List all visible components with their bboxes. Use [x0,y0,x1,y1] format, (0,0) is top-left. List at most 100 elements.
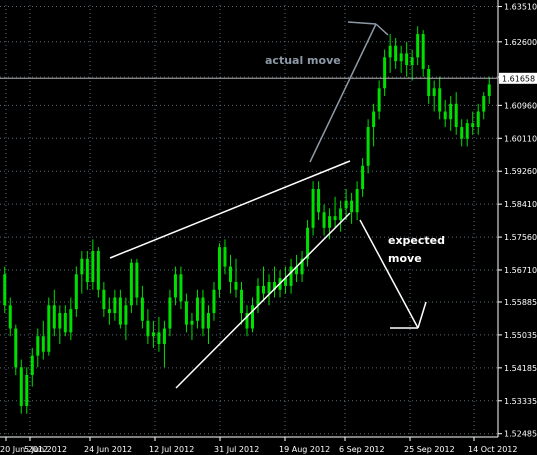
price-tick-label: 1.59260 [504,167,537,176]
candle-body [355,189,359,213]
candle [465,119,469,147]
candle [228,254,232,294]
candle-body [195,297,199,321]
candle [201,289,205,337]
candle [256,278,260,314]
candle-body [306,227,310,259]
candle-body [14,328,18,368]
candle [476,103,480,135]
candle-body [372,111,376,128]
time-tick-label: 24 Jun 2012 [84,445,132,454]
candle-body [47,305,51,352]
candle-body [217,247,221,290]
candle-body [460,127,464,139]
candle-body [410,57,414,66]
candle-body [107,309,111,314]
candle-body [388,45,392,58]
candle-body [91,251,95,283]
candle [80,251,84,294]
candle-body [245,313,249,329]
expected-move-label-line1: expected [388,234,445,247]
candle [344,189,348,221]
candle-body [80,258,84,275]
actual-move-label: actual move [265,54,341,67]
candle-body [339,208,343,221]
candle [245,305,249,337]
candle [179,266,183,310]
time-tick-label: 31 Jul 2012 [214,445,259,454]
candle [234,258,238,298]
candle [151,320,155,348]
candle-body [465,123,469,139]
candle-body [350,200,354,213]
candle-body [256,285,260,306]
candle [239,282,243,325]
candle [212,282,216,321]
candle-body [184,301,188,325]
chart-axes [0,0,499,438]
candle [366,119,370,174]
candle [184,293,188,333]
price-tick-label: 1.60960 [504,101,537,110]
candle-body [328,216,332,228]
candle-body [454,103,458,128]
candle-body [96,251,100,290]
candle [410,49,414,81]
candle [377,80,381,120]
price-tick-label: 1.55885 [504,298,537,307]
candle [289,258,293,294]
candle-body [201,297,205,329]
candle [124,297,128,341]
candle-body [476,111,480,128]
candle [251,297,255,333]
candle-body [443,111,447,120]
candle-body [449,103,453,120]
candle [113,289,117,321]
candle [443,99,447,128]
candle-body [289,266,293,286]
candle [91,239,95,290]
candle-body [179,274,183,302]
candle [471,111,475,135]
candle [3,266,7,314]
candle [432,80,436,112]
candle [96,247,100,298]
candle-body [212,289,216,314]
candle [405,41,409,77]
candle [311,181,315,236]
candle-body [300,258,304,275]
candle-body [157,332,161,345]
candle-body [394,45,398,62]
time-tick-label: 12 Jul 2012 [149,445,194,454]
candle-body [421,34,425,69]
candle [47,297,51,356]
candle [206,305,210,345]
candle-body [311,189,315,228]
candle-body [405,53,409,66]
time-tick-label: 5 Jun 2012 [24,445,67,454]
price-tick-label: 1.54185 [504,364,537,373]
candle [19,359,23,414]
candle [30,347,34,387]
candle [487,76,491,104]
candle-body [129,262,133,306]
time-tick-label: 25 Sep 2012 [404,445,455,454]
candle-body [36,336,40,356]
candle [118,289,122,329]
candle-body [113,297,117,314]
candle-body [273,282,277,290]
candle [339,200,343,232]
candle [361,158,365,197]
candle-body [399,53,403,62]
candle [74,266,78,317]
price-tick-label: 1.62600 [504,38,537,47]
price-tick-label: 1.58410 [504,200,537,209]
price-tick-label: 1.52485 [504,430,537,439]
time-tick-label: 19 Aug 2012 [279,445,330,454]
candle [107,297,111,325]
candle-body [482,96,486,112]
candle [322,204,326,236]
